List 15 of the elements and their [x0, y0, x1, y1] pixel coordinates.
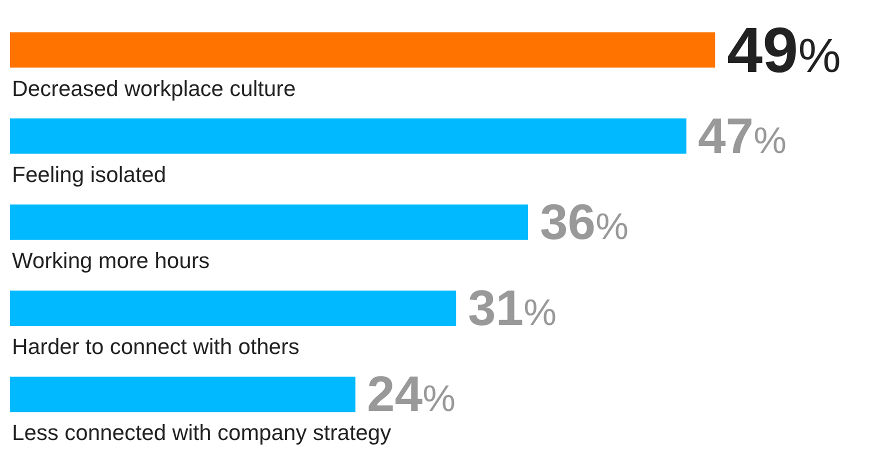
bar [10, 118, 686, 154]
bar [10, 32, 716, 68]
data-label: 31% [468, 280, 557, 336]
y-tick-label: Feeling isolated [12, 162, 166, 187]
bar [10, 290, 456, 326]
y-tick-label: Harder to connect with others [12, 334, 300, 359]
bar [10, 376, 356, 412]
data-label: 36% [540, 194, 629, 250]
data-label: 47% [698, 108, 787, 164]
y-tick-label: Decreased workplace culture [12, 76, 296, 101]
y-tick-label: Less connected with company strategy [12, 420, 392, 445]
y-tick-label: Working more hours [12, 248, 210, 273]
data-label: 49% [727, 14, 841, 86]
data-label: 24% [367, 366, 456, 422]
bar [10, 204, 528, 240]
